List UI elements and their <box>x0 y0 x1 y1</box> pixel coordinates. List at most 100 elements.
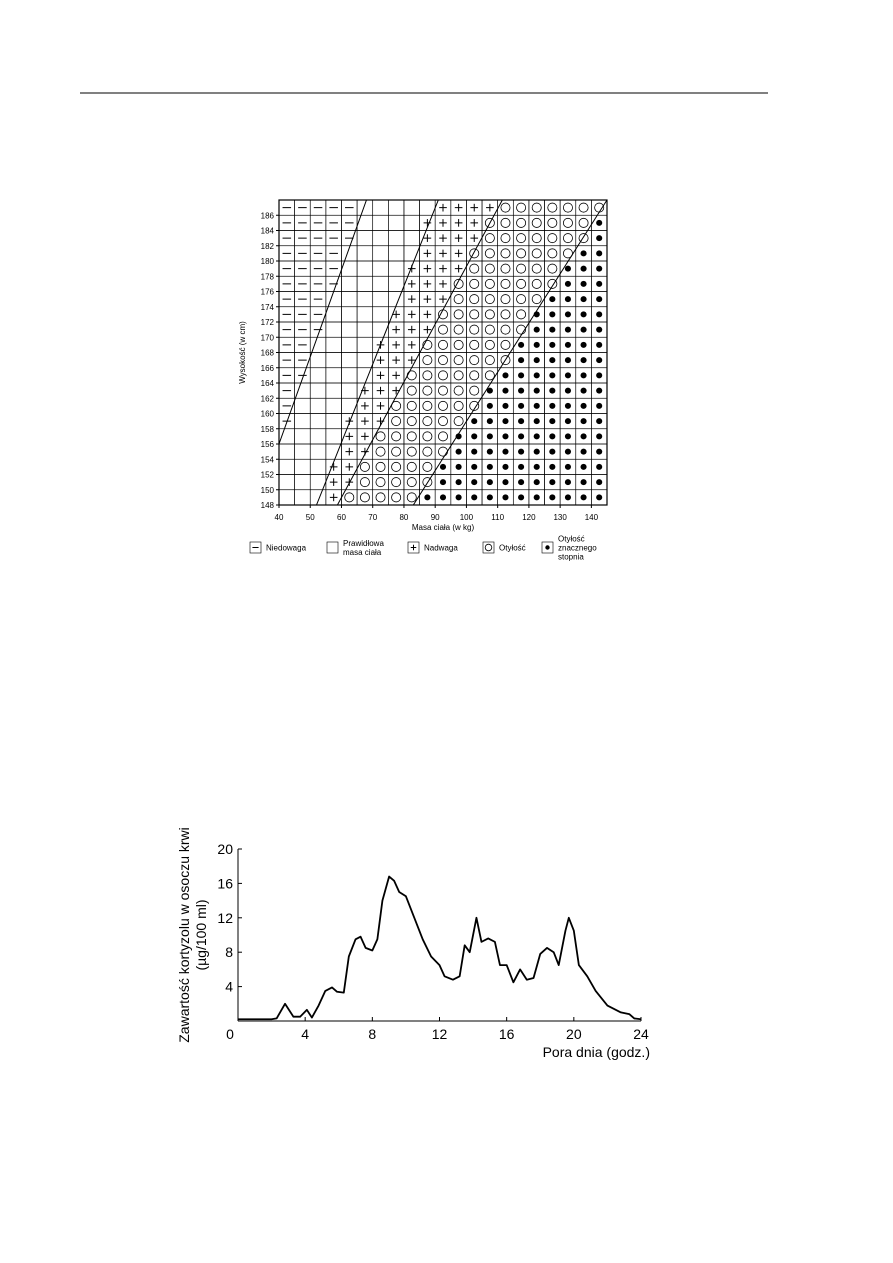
grid-cell <box>372 260 389 277</box>
symbol-dot <box>486 418 493 425</box>
grid-cell <box>388 474 405 491</box>
symbol-circle <box>391 416 402 427</box>
y-tick-label: 156 <box>261 440 275 449</box>
symbol-circle <box>547 217 558 228</box>
symbol-circle <box>375 477 386 488</box>
symbol-dot <box>502 418 509 425</box>
symbol-circle <box>500 217 511 228</box>
y-tick-label: 20 <box>217 841 233 857</box>
grid-cell <box>372 245 389 262</box>
x-tick-label: 70 <box>368 513 377 522</box>
grid-cell <box>575 199 592 216</box>
symbol-dot <box>455 463 462 470</box>
symbol-circle <box>469 355 480 366</box>
symbol-dot <box>471 494 478 501</box>
grid-cell <box>512 230 530 247</box>
x-tick-label: 60 <box>337 513 346 522</box>
x-tick-label: 0 <box>226 1026 234 1042</box>
grid-cell <box>419 397 436 414</box>
symbol-circle <box>484 248 495 259</box>
symbol-dot <box>486 387 493 394</box>
symbol-circle <box>500 339 511 350</box>
grid-cell <box>466 336 483 353</box>
y-tick-label: 172 <box>261 318 275 327</box>
symbol-circle <box>547 202 558 213</box>
legend-box <box>541 541 554 554</box>
symbol-circle <box>469 309 480 320</box>
grid-cell <box>309 367 327 384</box>
legend-label: stopnia <box>558 553 584 562</box>
grid-cell <box>419 428 436 445</box>
grid-cell <box>388 458 405 475</box>
y-tick-label: 170 <box>261 333 275 342</box>
symbol-circle <box>578 217 589 228</box>
symbol-dot <box>549 463 556 470</box>
symbol-circle <box>391 461 402 472</box>
symbol-plus <box>376 402 385 410</box>
x-tick-label: 8 <box>368 1026 376 1042</box>
symbol-dot <box>596 235 603 242</box>
symbol-dot <box>533 494 540 501</box>
grid-cell <box>294 397 311 414</box>
symbol-dot <box>564 326 572 333</box>
symbol-plus <box>439 234 447 242</box>
grid-cell <box>466 352 483 369</box>
legend-box <box>326 541 339 554</box>
symbol-dot <box>564 402 572 409</box>
symbol-circle <box>516 263 527 274</box>
symbol-circle <box>406 431 417 442</box>
symbol-circle <box>484 355 495 366</box>
symbol-circle <box>500 309 511 320</box>
symbol-circle <box>516 324 527 335</box>
symbol-dot <box>486 463 493 470</box>
y-tick-label: 158 <box>261 425 275 434</box>
symbol-circle <box>438 309 448 320</box>
grid-cell <box>325 413 342 430</box>
grid-cell <box>325 428 342 445</box>
symbol-plus <box>454 219 463 227</box>
grid-cell <box>388 275 405 292</box>
symbol-dot <box>596 250 603 257</box>
y-tick-label: 176 <box>261 288 275 297</box>
grid-cell <box>341 321 358 338</box>
grid-cell <box>512 199 530 216</box>
grid-cell <box>403 230 420 247</box>
symbol-circle <box>391 446 402 457</box>
grid-cell <box>356 306 374 323</box>
x-axis-label: Masa ciała (w kg) <box>412 523 475 532</box>
symbol-circle <box>453 400 464 411</box>
symbol-dot <box>502 448 509 455</box>
grid-cell <box>481 245 498 262</box>
symbol-dot <box>518 463 525 470</box>
symbol-plus <box>423 280 432 288</box>
symbol-circle <box>578 202 589 213</box>
bmi-chart: 40 50 60 70 80 90 100 110 120 130 140 148 150 152 154 1… <box>238 199 608 562</box>
symbol-dot <box>580 479 587 486</box>
symbol-dot <box>580 265 587 272</box>
symbol-circle <box>406 446 417 457</box>
symbol-plus <box>392 386 400 395</box>
grid-cell <box>466 367 483 384</box>
symbol-circle <box>469 339 480 350</box>
grid-cell <box>434 336 452 353</box>
grid-cell <box>419 443 436 460</box>
symbol-circle <box>422 339 433 350</box>
symbol-circle <box>516 248 527 259</box>
symbol-dot <box>486 448 493 455</box>
symbol-dot <box>533 402 540 409</box>
grid-cell <box>278 458 295 475</box>
grid-cell <box>434 321 452 338</box>
symbol-dot <box>580 448 587 455</box>
grid-cell <box>372 489 389 506</box>
symbol-dot <box>486 494 493 501</box>
boundary-line <box>336 200 503 505</box>
grid-cell <box>403 443 420 460</box>
grid-cell <box>481 306 498 323</box>
grid-cell <box>403 367 420 384</box>
symbol-dot <box>455 448 462 455</box>
symbol-dot <box>424 494 431 501</box>
grid-cell <box>341 336 358 353</box>
grid-cell <box>434 382 452 399</box>
symbol-circle <box>422 370 433 381</box>
